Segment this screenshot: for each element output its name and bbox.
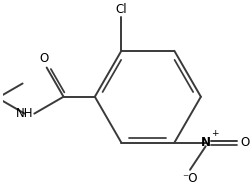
Text: O: O xyxy=(241,136,250,149)
Text: N: N xyxy=(201,136,211,149)
Text: +: + xyxy=(211,129,218,138)
Text: ⁻O: ⁻O xyxy=(182,172,198,185)
Text: NH: NH xyxy=(16,107,33,120)
Text: O: O xyxy=(40,52,49,65)
Text: Cl: Cl xyxy=(116,3,127,16)
